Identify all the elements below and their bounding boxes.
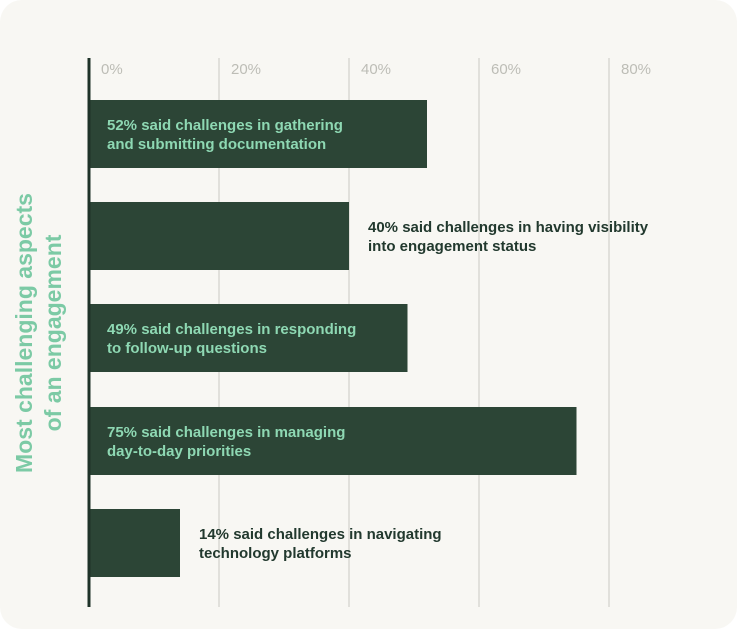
bar-annotation-line: day-to-day priorities	[107, 443, 251, 460]
bar-annotations: 52% said challenges in gathering and subm…	[107, 117, 649, 562]
x-tick-label: 40%	[361, 61, 391, 78]
x-tick-labels: 0% 20% 40% 60% 80%	[101, 61, 651, 78]
bar-annotation-line: and submitting documentation	[107, 136, 326, 153]
bar-annotation-line: 52% said challenges in gathering	[107, 117, 343, 134]
bar-annotation-line: 49% said challenges in responding	[107, 321, 356, 338]
bar-annotation: 75% said challenges in managing day-to-da…	[107, 424, 345, 460]
x-tick-label: 60%	[491, 61, 521, 78]
bar-annotation-line: 40% said challenges in having visibility	[368, 219, 649, 236]
bar-annotation: 40% said challenges in having visibility…	[368, 219, 649, 255]
bar	[89, 509, 180, 577]
y-axis-title: Most challenging aspects of an engagement	[11, 193, 66, 473]
bar-annotation: 14% said challenges in navigating technol…	[199, 526, 442, 562]
y-axis-title-line: Most challenging aspects	[11, 193, 37, 473]
bar-annotation: 52% said challenges in gathering and subm…	[107, 117, 343, 153]
x-tick-label: 80%	[621, 61, 651, 78]
x-tick-label: 20%	[231, 61, 261, 78]
bars	[89, 100, 577, 577]
bar-annotation-line: to follow-up questions	[107, 340, 267, 357]
bar-annotation-line: 75% said challenges in managing	[107, 424, 345, 441]
bar-annotation: 49% said challenges in responding to foll…	[107, 321, 356, 357]
bar	[89, 202, 349, 270]
x-tick-label: 0%	[101, 61, 123, 78]
bar	[89, 304, 408, 372]
bar	[89, 100, 427, 168]
bar	[89, 407, 577, 475]
bar-annotation-line: into engagement status	[368, 238, 536, 255]
bar-annotation-line: 14% said challenges in navigating	[199, 526, 442, 543]
y-axis-title-line: of an engagement	[40, 234, 66, 431]
bar-annotation-line: technology platforms	[199, 545, 352, 562]
